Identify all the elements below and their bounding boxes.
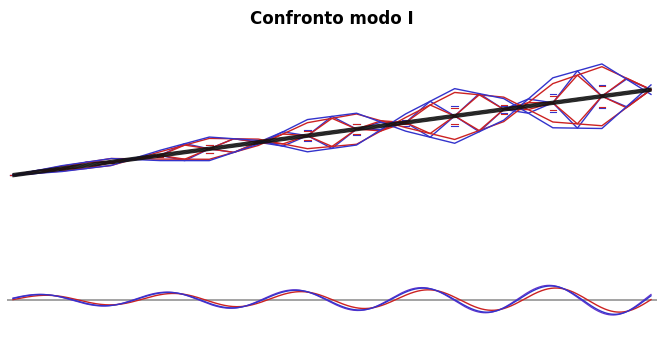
Text: Confronto modo I: Confronto modo I [250,10,414,28]
